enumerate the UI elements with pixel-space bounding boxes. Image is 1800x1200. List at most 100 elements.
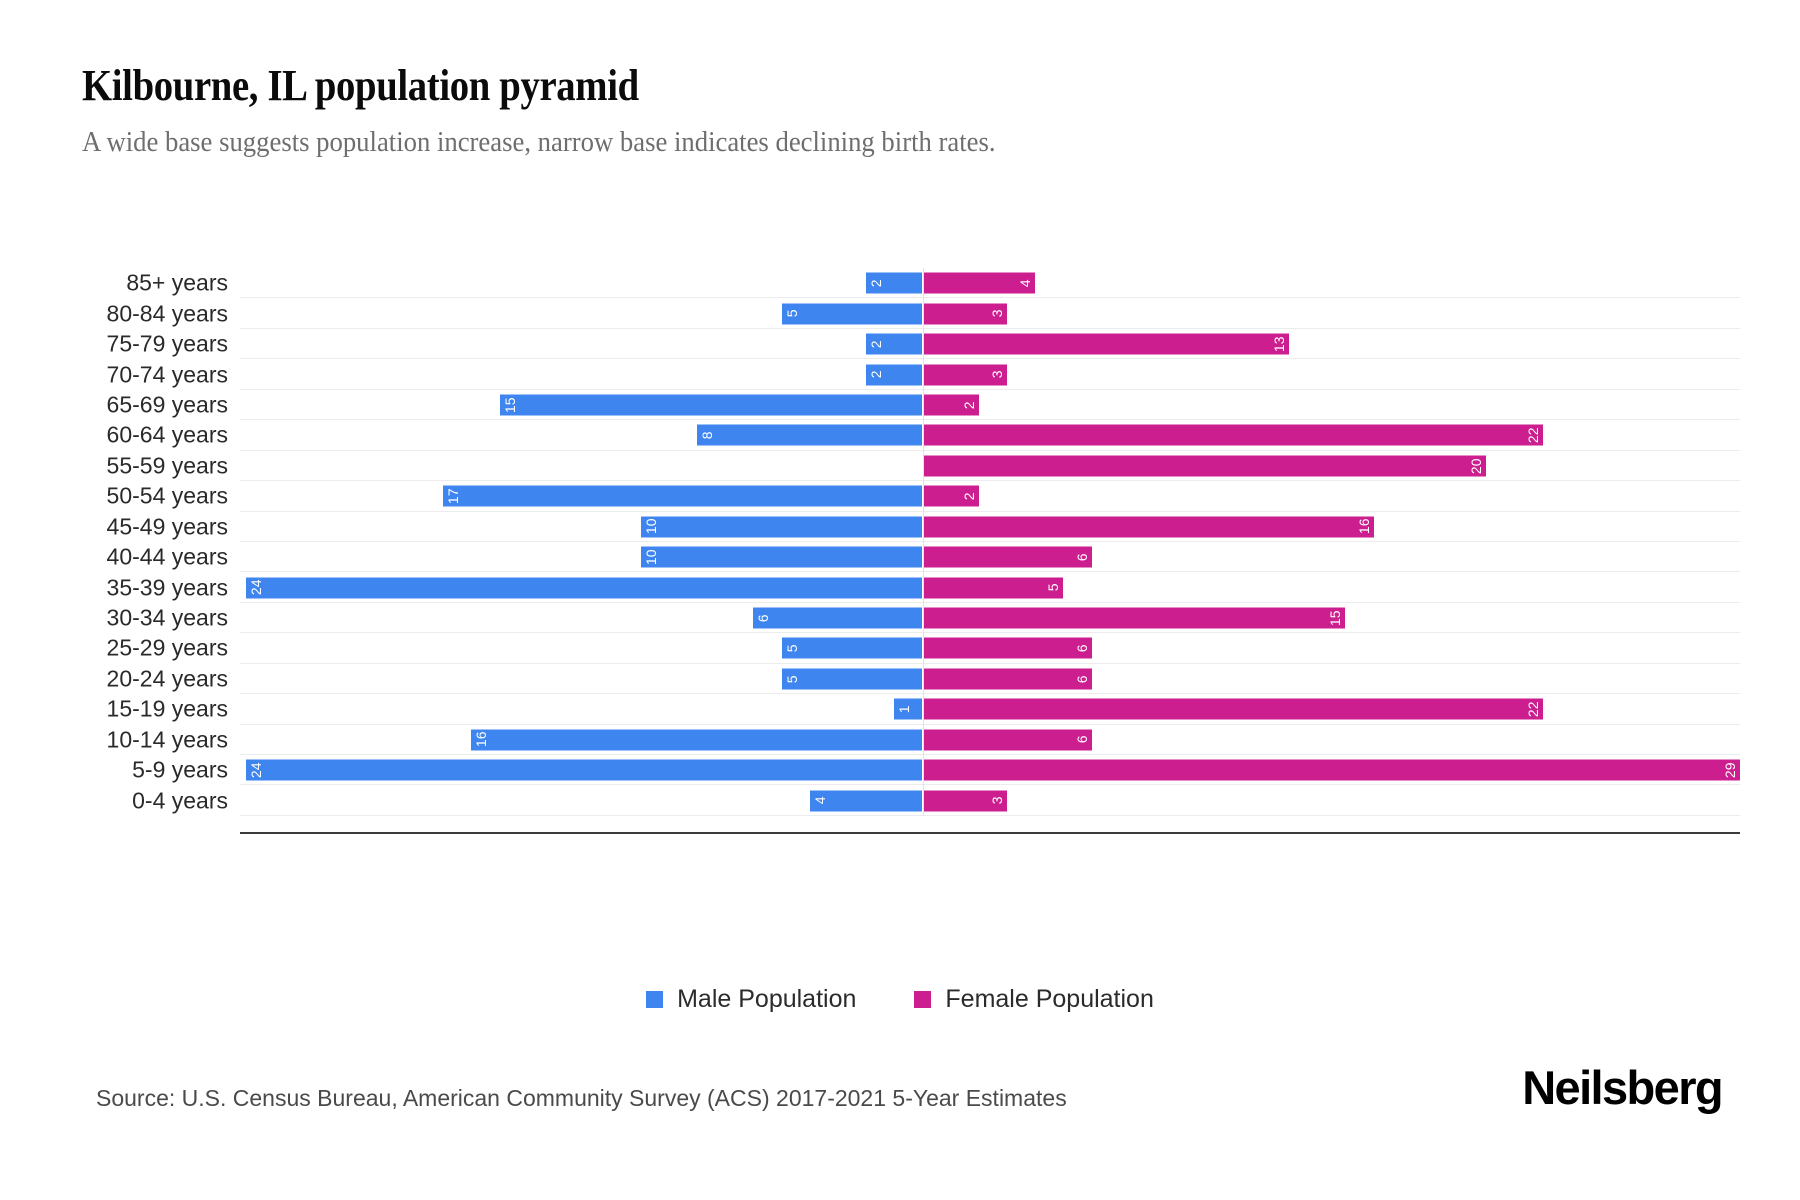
bar-female[interactable]: 6 — [922, 637, 1092, 659]
bar-value-female: 3 — [989, 309, 1006, 318]
bar-male[interactable]: 10 — [640, 516, 923, 538]
bar-female[interactable]: 3 — [922, 790, 1008, 812]
y-axis-tick-label: 45-49 years — [106, 513, 228, 540]
pyramid-row: 20-24 years 5 6 — [107, 664, 1740, 695]
pyramid-row: 5-9 years 24 29 — [132, 755, 1740, 786]
bar-female[interactable]: 2 — [922, 485, 979, 507]
bar-value-male: 1 — [896, 705, 913, 714]
bar-female[interactable]: 3 — [922, 364, 1008, 386]
bar-value-male: 2 — [868, 279, 885, 288]
bar-value-male: 16 — [473, 731, 490, 748]
y-axis-tick-label: 20-24 years — [106, 665, 228, 692]
bar-value-male: 5 — [783, 675, 800, 683]
bar-value-female: 22 — [1524, 701, 1541, 718]
bar-value-female: 29 — [1722, 762, 1738, 778]
baseline-axis — [240, 832, 1740, 834]
bar-male[interactable]: 24 — [245, 577, 923, 599]
bar-female[interactable]: 6 — [922, 546, 1092, 568]
bar-female[interactable]: 15 — [922, 607, 1346, 629]
pyramid-row: 40-44 years 10 6 — [107, 542, 1740, 573]
bar-male[interactable]: 2 — [866, 333, 923, 355]
bar-female[interactable]: 20 — [922, 455, 1487, 477]
y-axis-tick-label: 10-14 years — [106, 726, 228, 753]
legend-label-female: Female Population — [945, 985, 1154, 1013]
gridline — [240, 540, 1740, 542]
bar-value-male: 6 — [755, 614, 772, 622]
bar-value-female: 4 — [1017, 279, 1034, 288]
legend-swatch-male-icon — [646, 991, 664, 1008]
bar-male[interactable]: 17 — [443, 485, 923, 507]
gridline — [240, 480, 1740, 482]
y-axis-tick-label: 65-69 years — [106, 391, 228, 418]
bar-value-female: 6 — [1073, 675, 1090, 683]
bar-male[interactable]: 2 — [866, 364, 923, 386]
brand-logo: Neilsberg — [1522, 1061, 1723, 1114]
bar-female[interactable]: 6 — [922, 668, 1092, 690]
bar-value-female: 16 — [1355, 518, 1372, 535]
pyramid-row: 50-54 years 17 2 — [107, 481, 1740, 512]
pyramid-rows: 85+ years 2 4 80-84 years 5 3 75-79 years 2 13 70… — [107, 268, 1740, 816]
pyramid-row: 15-19 years 1 22 — [107, 694, 1740, 725]
pyramid-row: 25-29 years 5 6 — [107, 633, 1740, 664]
bar-female[interactable]: 13 — [922, 333, 1289, 355]
legend-item-male[interactable]: Male Population — [646, 985, 856, 1014]
gridline — [240, 297, 1740, 299]
bar-value-female: 15 — [1327, 610, 1344, 626]
bar-female[interactable]: 22 — [922, 698, 1543, 720]
bar-female[interactable]: 22 — [922, 424, 1543, 446]
bar-value-female: 2 — [960, 401, 977, 409]
gridline — [240, 449, 1740, 451]
bar-male[interactable]: 16 — [471, 729, 923, 751]
gridline — [240, 693, 1740, 695]
bar-value-male: 4 — [811, 796, 828, 805]
bar-male[interactable]: 2 — [866, 272, 923, 294]
page-subtitle: A wide base suggests population increase… — [82, 126, 996, 158]
y-axis-tick-label: 85+ years — [126, 269, 228, 296]
gridline — [240, 388, 1740, 390]
bar-male[interactable]: 10 — [640, 546, 923, 568]
legend-swatch-female-icon — [914, 991, 932, 1008]
bar-male[interactable]: 24 — [245, 759, 923, 781]
pyramid-row: 10-14 years 16 6 — [107, 725, 1740, 755]
pyramid-row: 70-74 years 2 3 — [107, 359, 1740, 390]
bar-value-female: 2 — [960, 492, 977, 501]
legend-item-female[interactable]: Female Population — [914, 985, 1154, 1014]
y-axis-tick-label: 55-59 years — [106, 452, 228, 479]
bar-female[interactable]: 16 — [922, 516, 1374, 538]
pyramid-row: 55-59 years 20 — [107, 451, 1740, 482]
bar-male[interactable]: 5 — [781, 303, 923, 325]
pyramid-row: 65-69 years 15 2 — [107, 390, 1740, 421]
y-axis-tick-label: 35-39 years — [106, 574, 228, 601]
bar-value-male: 5 — [783, 309, 800, 318]
bar-female[interactable]: 29 — [922, 759, 1740, 781]
bar-male[interactable]: 15 — [499, 394, 923, 416]
pyramid-row: 60-64 years 8 22 — [107, 420, 1740, 451]
y-axis-tick-label: 80-84 years — [106, 300, 228, 327]
y-axis-tick-label: 0-4 years — [132, 787, 228, 814]
pyramid-row: 30-34 years 6 15 — [107, 603, 1740, 634]
pyramid-row: 35-39 years 24 5 — [107, 572, 1740, 603]
bar-value-female: 5 — [1045, 583, 1062, 592]
gridline — [240, 784, 1740, 786]
page-title: Kilbourne, IL population pyramid — [82, 61, 639, 110]
bar-value-male: 10 — [642, 518, 659, 535]
bar-female[interactable]: 2 — [922, 394, 979, 416]
bar-male[interactable]: 6 — [753, 607, 923, 629]
gridline — [240, 662, 1740, 664]
y-axis-tick-label: 30-34 years — [106, 604, 228, 631]
bar-value-female: 22 — [1524, 427, 1541, 444]
pyramid-row: 80-84 years 5 3 — [107, 298, 1740, 329]
bar-male[interactable]: 4 — [809, 790, 923, 812]
bar-male[interactable]: 5 — [781, 637, 923, 659]
y-axis-tick-label: 25-29 years — [106, 634, 228, 661]
bar-female[interactable]: 3 — [922, 303, 1008, 325]
bar-female[interactable]: 6 — [922, 729, 1092, 751]
y-axis-tick-label: 50-54 years — [106, 482, 228, 509]
bar-female[interactable]: 5 — [922, 577, 1064, 599]
bar-male[interactable]: 8 — [696, 424, 923, 446]
bar-male[interactable]: 5 — [781, 668, 923, 690]
y-axis-tick-label: 5-9 years — [132, 756, 228, 783]
bar-male[interactable]: 1 — [894, 698, 923, 720]
bar-value-female: 3 — [989, 796, 1006, 805]
bar-female[interactable]: 4 — [922, 272, 1036, 294]
